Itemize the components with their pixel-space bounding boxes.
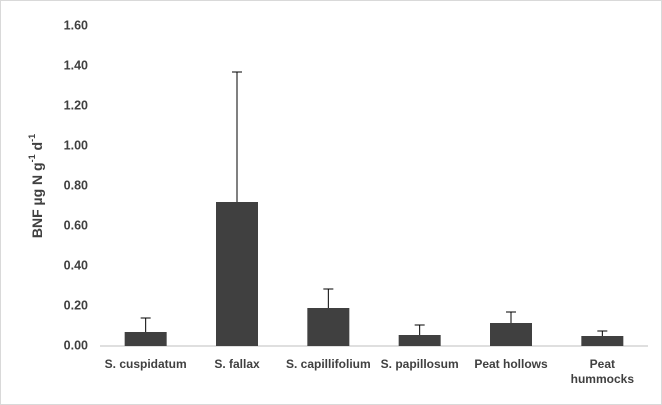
y-tick-label: 1.00 — [64, 138, 88, 152]
bar — [490, 323, 532, 346]
bar — [124, 332, 167, 346]
y-label-sup: -1 — [27, 134, 37, 142]
y-tick-label: 0.80 — [64, 178, 88, 192]
y-tick-label: 0.20 — [64, 298, 88, 312]
y-tick-label: 0.60 — [64, 218, 88, 232]
x-tick-label: S. cuspidatum — [104, 357, 187, 371]
bar — [307, 308, 350, 346]
y-tick-label: 0.40 — [64, 258, 88, 272]
y-label-sup: -1 — [27, 154, 37, 162]
x-tick-label: S. fallax — [214, 357, 260, 371]
x-tick-label: Peat hummocks — [570, 357, 634, 386]
y-label-part: BNF µg N g — [29, 162, 45, 238]
y-tick-label: 1.20 — [64, 98, 88, 112]
y-axis-label: BNF µg N g-1 d-1 — [27, 134, 44, 238]
x-tick-label: Peat hollows — [474, 357, 548, 371]
x-tick-label: S. capillifolium — [285, 357, 371, 371]
bar — [216, 202, 258, 346]
y-tick-label: 1.60 — [64, 18, 88, 32]
bar — [581, 336, 624, 346]
y-label-part: d — [29, 142, 45, 154]
y-tick-label: 0.00 — [64, 338, 88, 352]
bar — [398, 335, 441, 346]
x-tick-label: S. papillosum — [380, 357, 459, 371]
y-tick-label: 1.40 — [64, 58, 88, 72]
